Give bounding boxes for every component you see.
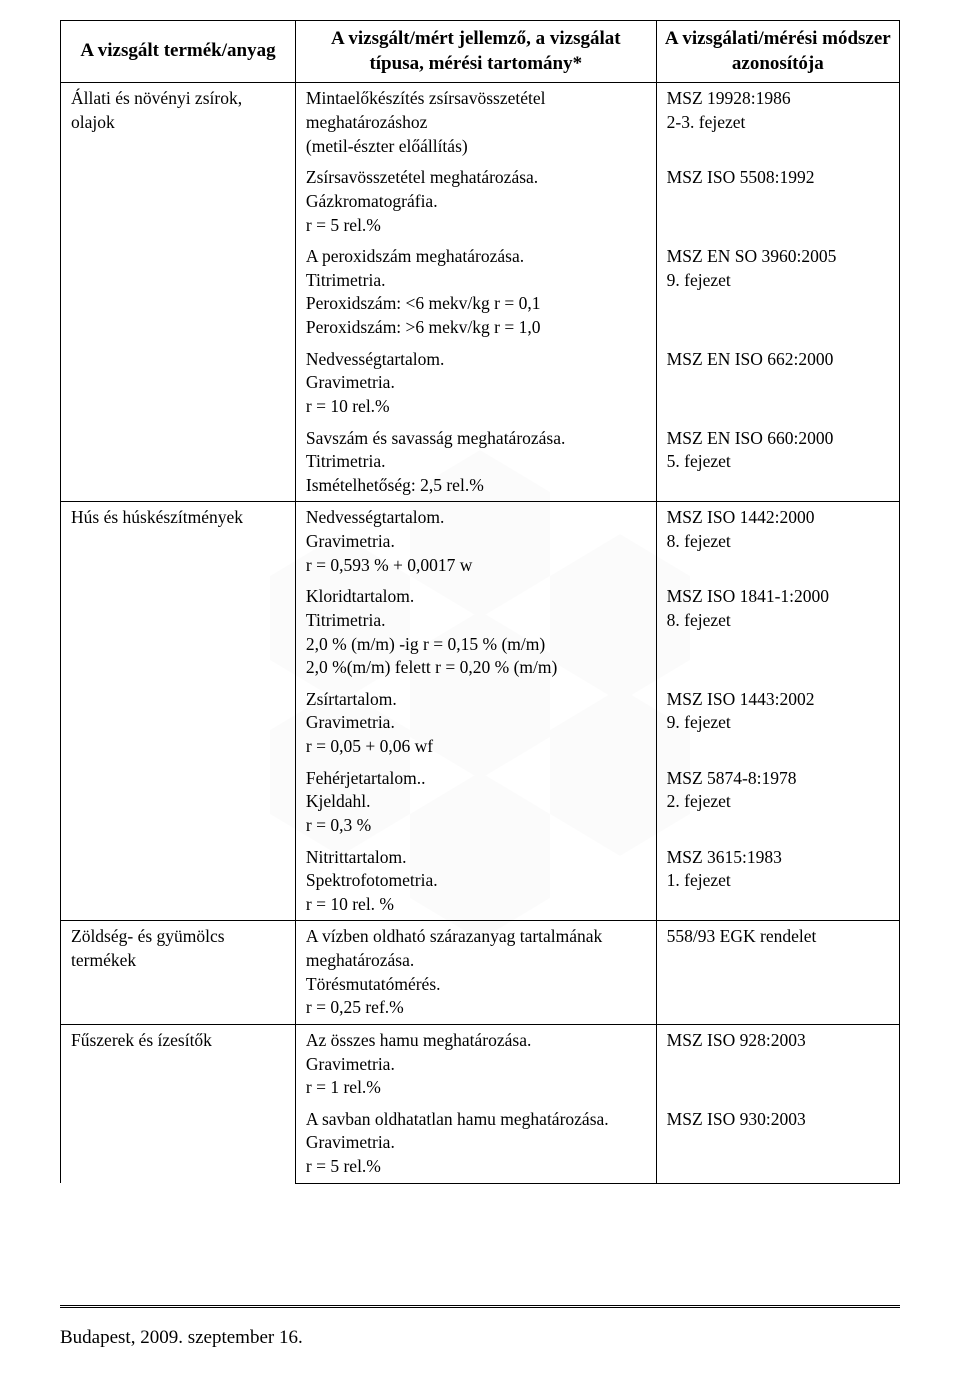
characteristic-cell: Savszám és savasság meghatározása. Titri… (295, 423, 656, 502)
standards-table: A vizsgált termék/anyag A vizsgált/mért … (60, 20, 900, 1184)
product-cell: Hús és húskészítmények (61, 502, 296, 921)
method-cell: MSZ ISO 1443:2002 9. fejezet (656, 684, 899, 763)
characteristic-cell: Zsírtartalom. Gravimetria. r = 0,05 + 0,… (295, 684, 656, 763)
characteristic-cell: A vízben oldható szárazanyag tartalmának… (295, 921, 656, 1025)
characteristic-cell: Nedvességtartalom. Gravimetria. r = 10 r… (295, 344, 656, 423)
characteristic-cell: Az összes hamu meghatározása. Gravimetri… (295, 1024, 656, 1103)
method-cell: MSZ ISO 930:2003 (656, 1104, 899, 1183)
header-characteristic: A vizsgált/mért jellemző, a vizsgálat tí… (295, 21, 656, 83)
characteristic-cell: Zsírsavösszetétel meghatározása. Gázkrom… (295, 162, 656, 241)
page: A vizsgált termék/anyag A vizsgált/mért … (0, 0, 960, 1389)
method-cell: MSZ 5874-8:1978 2. fejezet (656, 763, 899, 842)
product-cell: Zöldség- és gyümölcs termékek (61, 921, 296, 1025)
characteristic-cell: A savban oldhatatlan hamu meghatározása.… (295, 1104, 656, 1183)
method-cell: MSZ EN ISO 660:2000 5. fejezet (656, 423, 899, 502)
product-cell: Állati és növényi zsírok, olajok (61, 83, 296, 502)
header-product: A vizsgált termék/anyag (61, 21, 296, 83)
characteristic-cell: Mintaelőkészítés zsírsavösszetétel megha… (295, 83, 656, 162)
characteristic-cell: A peroxidszám meghatározása. Titrimetria… (295, 241, 656, 344)
method-cell: MSZ 3615:1983 1. fejezet (656, 842, 899, 921)
characteristic-cell: Nitrittartalom. Spektrofotometria. r = 1… (295, 842, 656, 921)
method-cell: 558/93 EGK rendelet (656, 921, 899, 1025)
footer-text: Budapest, 2009. szeptember 16. (60, 1327, 303, 1349)
method-cell: MSZ 19928:1986 2-3. fejezet (656, 83, 899, 162)
characteristic-cell: Nedvességtartalom. Gravimetria. r = 0,59… (295, 502, 656, 581)
method-cell: MSZ ISO 1841-1:2000 8. fejezet (656, 581, 899, 684)
method-cell: MSZ ISO 1442:2000 8. fejezet (656, 502, 899, 581)
method-cell: MSZ EN ISO 662:2000 (656, 344, 899, 423)
method-cell: MSZ ISO 5508:1992 (656, 162, 899, 241)
method-cell: MSZ ISO 928:2003 (656, 1024, 899, 1103)
product-cell: Fűszerek és ízesítők (61, 1024, 296, 1183)
header-method: A vizsgálati/mérési módszer azonosítója (656, 21, 899, 83)
characteristic-cell: Kloridtartalom. Titrimetria. 2,0 % (m/m)… (295, 581, 656, 684)
characteristic-cell: Fehérjetartalom.. Kjeldahl. r = 0,3 % (295, 763, 656, 842)
footer-rules (60, 1304, 900, 1309)
method-cell: MSZ EN SO 3960:2005 9. fejezet (656, 241, 899, 344)
